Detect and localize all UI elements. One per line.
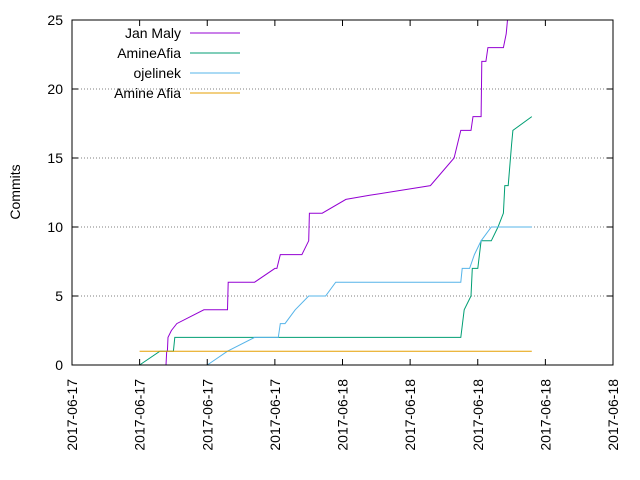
legend: Jan Maly AmineAfia ojelinek Amine Afia [114,25,240,101]
y-axis-label: Commits [7,164,23,219]
x-tick-label: 2017-06-17 [64,379,80,451]
y-axis-ticks: 0 5 10 15 20 25 [47,12,613,373]
x-tick-label: 2017-06-18 [605,379,621,451]
x-tick-label: 2017-06-18 [470,379,486,451]
x-tick-label: 2017-06-17 [199,379,215,451]
legend-label-3: Amine Afia [114,85,181,101]
legend-label-0: Jan Maly [125,25,181,41]
legend-label-2: ojelinek [134,65,182,81]
gridlines [72,88,613,297]
x-axis-ticks: 2017-06-17 2017-06-17 2017-06-17 2017-06-17… [64,20,621,451]
x-tick-label: 2017-06-18 [335,379,351,451]
y-tick-label: 10 [47,219,63,235]
series-line-0 [163,19,508,366]
series-line-1 [139,116,533,366]
x-tick-label: 2017-06-18 [537,379,553,451]
legend-label-1: AmineAfia [117,45,181,61]
x-tick-label: 2017-06-17 [132,379,148,451]
y-tick-label: 20 [47,81,63,97]
y-tick-label: 25 [47,12,63,28]
y-tick-label: 0 [55,357,63,373]
x-tick-label: 2017-06-17 [267,379,283,451]
x-tick-label: 2017-06-18 [402,379,418,451]
y-tick-label: 5 [55,288,63,304]
y-tick-label: 15 [47,150,63,166]
series-line-2 [207,226,532,366]
series-lines [139,19,533,366]
